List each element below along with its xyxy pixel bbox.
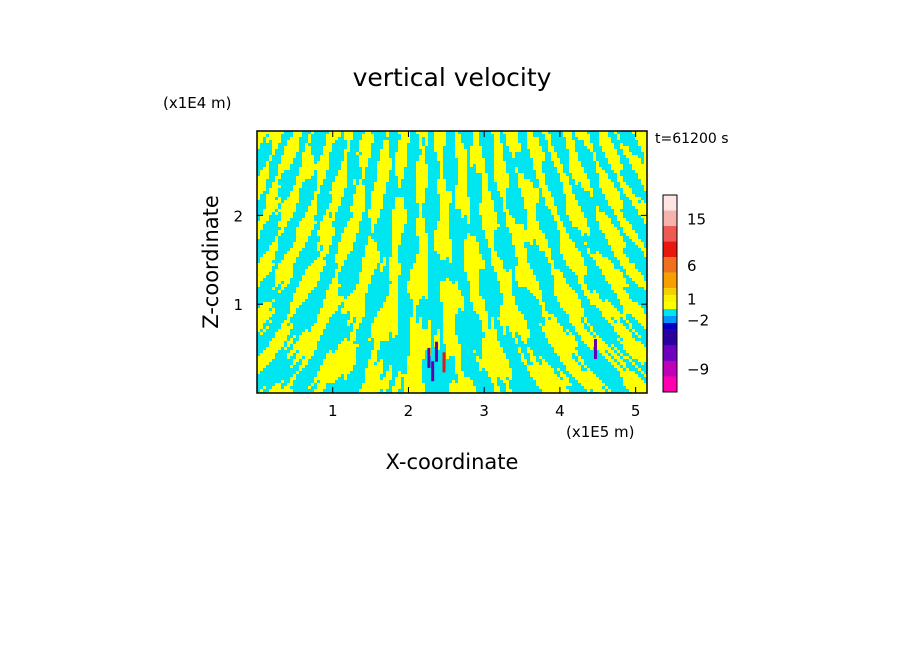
colorbar-swatch [663, 315, 677, 323]
colorbar-swatch [663, 210, 677, 227]
x-unit-label: (x1E5 m) [566, 423, 635, 441]
colorbar-swatch [663, 309, 677, 316]
x-tick-label: 4 [555, 402, 565, 420]
y-tick-label: 2 [233, 207, 243, 225]
y-tick-label: 1 [233, 296, 243, 314]
x-axis-label: X-coordinate [386, 450, 519, 474]
field-extreme-cell [434, 341, 438, 362]
colorbar-swatch [663, 322, 677, 330]
plot-frame [256, 130, 648, 394]
colorbar-swatch [663, 329, 677, 346]
y-axis: 12 [233, 207, 647, 314]
chart-title: vertical velocity [353, 63, 552, 92]
colorbar-swatch [663, 295, 677, 303]
colorbar-swatch [663, 257, 677, 273]
field-extreme-cell [593, 339, 597, 360]
colorbar-tick-label: 15 [687, 210, 706, 228]
field-extreme-cell [431, 361, 435, 382]
field-positive-regions [257, 131, 647, 393]
colorbar-swatch [663, 195, 677, 211]
colorbar-swatch [663, 302, 677, 310]
colorbar-tick-label: −2 [687, 311, 709, 329]
colorbar-frame [662, 194, 678, 393]
colorbar-swatch [663, 226, 677, 242]
colorbar-swatch [663, 288, 677, 296]
colorbar-tick-label: 6 [687, 257, 697, 275]
x-tick-label: 5 [631, 402, 641, 420]
colorbar-tick-label: 1 [687, 291, 697, 309]
y-axis-label: Z-coordinate [199, 195, 223, 329]
x-tick-label: 1 [328, 402, 338, 420]
x-tick-label: 3 [479, 402, 489, 420]
x-axis: 1 2 3 4 5 [328, 131, 640, 420]
velocity-field [257, 131, 647, 393]
colorbar-swatch [663, 345, 677, 361]
y-unit-label: (x1E4 m) [163, 94, 232, 112]
time-label: t=61200 s [655, 131, 729, 147]
field-extreme-cell [442, 352, 446, 373]
colorbar: 15 6 1 −2 −9 [662, 194, 709, 393]
colorbar-swatch [663, 272, 677, 289]
colorbar-swatch [663, 241, 677, 258]
field-extreme-cell [427, 347, 431, 368]
colorbar-swatch [663, 376, 677, 392]
x-tick-label: 2 [404, 402, 414, 420]
colorbar-tick-label: −9 [687, 361, 709, 379]
colorbar-swatch [663, 360, 677, 377]
